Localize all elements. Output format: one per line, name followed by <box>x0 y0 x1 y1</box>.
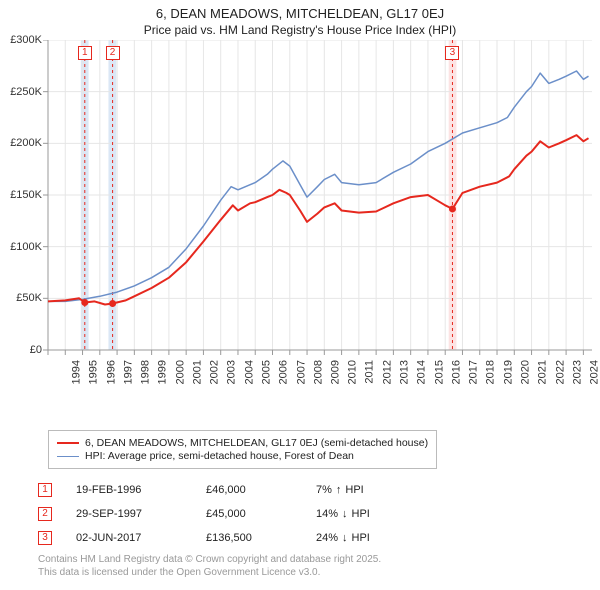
x-tick-label: 1994 <box>70 360 82 384</box>
x-tick-label: 2012 <box>381 360 393 384</box>
transaction-price: £46,000 <box>206 484 316 496</box>
x-tick-label: 2001 <box>191 360 203 384</box>
chart-title-subtitle: Price paid vs. HM Land Registry's House … <box>0 23 600 37</box>
x-tick-label: 2000 <box>174 360 186 384</box>
x-tick-label: 2010 <box>347 360 359 384</box>
x-tick-label: 2013 <box>399 360 411 384</box>
transaction-diff: 7% ↑HPI <box>316 484 364 496</box>
x-tick-label: 2006 <box>278 360 290 384</box>
chart-title-address: 6, DEAN MEADOWS, MITCHELDEAN, GL17 0EJ <box>0 6 600 21</box>
footer-attribution: Contains HM Land Registry data © Crown c… <box>38 554 381 579</box>
x-tick-label: 2017 <box>468 360 480 384</box>
x-tick-label: 1997 <box>122 360 134 384</box>
diff-suffix: HPI <box>345 484 363 496</box>
footer-line2: This data is licensed under the Open Gov… <box>38 567 381 580</box>
x-tick-label: 1999 <box>157 360 169 384</box>
arrow-icon: ↓ <box>342 508 348 520</box>
x-tick-label: 2016 <box>450 360 462 384</box>
x-tick-label: 2022 <box>554 360 566 384</box>
transaction-row: 3 02-JUN-2017£136,50024% ↓ HPI <box>38 526 370 550</box>
x-tick-label: 2009 <box>330 360 342 384</box>
legend-row: 6, DEAN MEADOWS, MITCHELDEAN, GL17 0EJ (… <box>57 437 428 449</box>
transactions-table: 119-FEB-1996£46,0007%↑HPI229-SEP-1997£45… <box>38 478 370 550</box>
transaction-marker: 2 <box>38 507 52 521</box>
chart-marker-1: 1 <box>78 46 92 60</box>
transaction-date: 19-FEB-1996 <box>76 484 206 496</box>
x-tick-label: 1995 <box>88 360 100 384</box>
chart-area: £0£50K£100K£150K£200K£250K£300K199419951… <box>0 40 600 390</box>
x-tick-label: 2015 <box>433 360 445 384</box>
x-tick-label: 2021 <box>537 360 549 384</box>
x-tick-label: 2014 <box>416 360 428 384</box>
transaction-price: £136,500 <box>206 532 316 544</box>
x-tick-label: 2019 <box>502 360 514 384</box>
x-tick-label: 1998 <box>140 360 152 384</box>
x-tick-label: 2003 <box>226 360 238 384</box>
transaction-price: £45,000 <box>206 508 316 520</box>
diff-suffix: HPI <box>352 532 370 544</box>
diff-suffix: HPI <box>352 508 370 520</box>
x-tick-label: 1996 <box>105 360 117 384</box>
transaction-marker: 3 <box>38 531 52 545</box>
y-tick-label: £100K <box>10 241 42 253</box>
diff-pct: 14% <box>316 508 338 520</box>
chart-marker-3: 3 <box>445 46 459 60</box>
transaction-date: 02-JUN-2017 <box>76 532 206 544</box>
x-tick-label: 2002 <box>209 360 221 384</box>
x-tick-label: 2024 <box>589 360 600 384</box>
x-tick-label: 2007 <box>295 360 307 384</box>
transaction-row: 2 29-SEP-1997£45,00014% ↓ HPI <box>38 502 370 526</box>
legend-label: 6, DEAN MEADOWS, MITCHELDEAN, GL17 0EJ (… <box>85 437 428 449</box>
legend-swatch <box>57 456 79 457</box>
x-tick-label: 2004 <box>243 360 255 384</box>
legend-label: HPI: Average price, semi-detached house,… <box>85 450 354 462</box>
x-tick-label: 2023 <box>571 360 583 384</box>
arrow-icon: ↑ <box>336 484 342 496</box>
y-tick-label: £250K <box>10 86 42 98</box>
x-tick-label: 2008 <box>312 360 324 384</box>
x-tick-label: 2018 <box>485 360 497 384</box>
transaction-marker: 1 <box>38 483 52 497</box>
diff-pct: 24% <box>316 532 338 544</box>
y-tick-label: £300K <box>10 34 42 46</box>
chart-svg <box>0 40 600 390</box>
y-tick-label: £150K <box>10 189 42 201</box>
y-tick-label: £50K <box>16 292 42 304</box>
transaction-diff: 14% ↓ HPI <box>316 508 370 520</box>
transaction-date: 29-SEP-1997 <box>76 508 206 520</box>
arrow-icon: ↓ <box>342 532 348 544</box>
y-tick-label: £0 <box>30 344 42 356</box>
x-tick-label: 2011 <box>363 360 375 384</box>
chart-marker-2: 2 <box>106 46 120 60</box>
legend: 6, DEAN MEADOWS, MITCHELDEAN, GL17 0EJ (… <box>48 430 437 469</box>
x-tick-label: 2020 <box>520 360 532 384</box>
y-tick-label: £200K <box>10 137 42 149</box>
x-tick-label: 2005 <box>260 360 272 384</box>
chart-title-block: 6, DEAN MEADOWS, MITCHELDEAN, GL17 0EJ P… <box>0 0 600 37</box>
legend-row: HPI: Average price, semi-detached house,… <box>57 450 428 462</box>
transaction-diff: 24% ↓ HPI <box>316 532 370 544</box>
footer-line1: Contains HM Land Registry data © Crown c… <box>38 554 381 567</box>
diff-pct: 7% <box>316 484 332 496</box>
transaction-row: 1 19-FEB-1996£46,0007% ↑HPI <box>38 478 370 502</box>
legend-swatch <box>57 442 79 444</box>
